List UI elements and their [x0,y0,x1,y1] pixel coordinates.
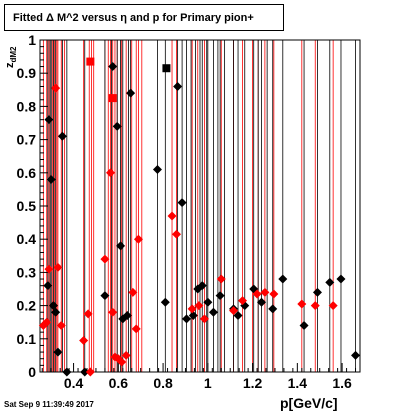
chart-title: Fitted Δ M^2 versus η and p for Primary … [4,4,284,31]
data-point-diamond [51,307,61,317]
data-point-diamond [53,347,63,357]
data-point-diamond [46,174,56,184]
data-point-diamond [269,289,279,299]
data-point-diamond [57,131,67,141]
data-point-diamond [351,350,361,360]
data-point-diamond [260,287,270,297]
data-point-diamond [299,321,309,331]
y-tick-label: 0.1 [17,331,37,347]
data-point-diamond [278,274,288,284]
data-point-diamond [83,309,93,319]
data-point-diamond [121,350,131,360]
data-point-diamond [238,296,248,306]
data-point-diamond [117,357,127,367]
y-tick-label: 0.5 [17,198,37,214]
x-tick-label: 0.4 [64,375,84,391]
data-point-diamond [128,287,138,297]
y-tick-label: 0.4 [17,231,37,247]
axis-ticks: 0 0.1 0.2 0.3 0.4 0.5 0.6 0.7 0.8 0.9 1 0.4 0.6 0.8 1 1… [17,32,357,391]
data-point-diamond [51,83,61,93]
data-point-square [162,64,171,73]
data-point-diamond [108,307,118,317]
y-tick-label: 0.7 [17,132,37,148]
data-point-diamond [80,367,90,377]
data-point-diamond [79,335,89,345]
data-point-diamond [85,367,95,377]
timestamp: Sat Sep 9 11:39:49 2017 [4,400,94,409]
data-point-diamond [215,291,225,301]
x-tick-label: 1.2 [243,375,263,391]
data-point-diamond [325,277,335,287]
x-tick-label: 0.8 [153,375,173,391]
data-point-diamond [44,115,54,125]
data-point-diamond [257,297,267,307]
data-point-diamond [197,281,207,291]
data-point-diamond [233,311,243,321]
x-tick-label: 1 [204,375,212,391]
data-point-diamond [229,306,239,316]
data-point-square [86,57,95,66]
data-point-diamond [44,264,54,274]
data-point-diamond [160,297,170,307]
data-point-diamond [173,81,183,91]
data-point-diamond [133,234,143,244]
y-tick-label: 1 [28,32,36,48]
vertical-lines-layer [42,40,356,372]
data-point-diamond [108,62,118,72]
x-axis-label: p[GeV/c] [280,395,338,411]
data-point-diamond [62,367,72,377]
x-tick-label: 0.6 [109,375,129,391]
data-point-diamond [105,168,115,178]
data-point-diamond [328,301,338,311]
x-tick-label: 1.4 [288,375,308,391]
y-tick-label: 0.8 [17,98,37,114]
data-point-diamond [167,211,177,221]
data-point-diamond [56,321,66,331]
data-point-diamond [336,274,346,284]
data-point-diamond [312,287,322,297]
y-axis-label: zdM2 [4,46,19,69]
data-point-square [108,94,117,103]
y-tick-label: 0.3 [17,264,37,280]
data-point-diamond [42,317,52,327]
x-tick-label: 1.6 [332,375,352,391]
data-point-diamond [194,301,204,311]
y-tick-label: 0 [28,364,36,380]
data-point-diamond [152,164,162,174]
data-point-diamond [188,311,198,321]
data-point-diamond [100,291,110,301]
data-point-diamond [297,299,307,309]
y-tick-label: 0.2 [17,298,37,314]
data-point-diamond [203,297,213,307]
data-point-diamond [216,274,226,284]
data-point-diamond [187,304,197,314]
data-point-diamond [172,229,182,239]
data-point-diamond [43,281,53,291]
data-point-diamond [100,254,110,264]
data-point-diamond [268,304,278,314]
data-point-diamond [199,314,209,324]
data-point-diamond [53,262,63,272]
data-point-diamond [182,314,192,324]
data-point-diamond [116,241,126,251]
data-point-diamond [310,301,320,311]
data-point-diamond [126,88,136,98]
data-point-diamond [208,307,218,317]
data-markers [38,57,361,377]
y-tick-label: 0.9 [17,65,37,81]
data-point-diamond [122,311,132,321]
y-tick-label: 0.6 [17,165,37,181]
data-point-diamond [131,324,141,334]
data-point-diamond [112,121,122,131]
data-point-diamond [252,289,262,299]
data-point-diamond [177,198,187,208]
